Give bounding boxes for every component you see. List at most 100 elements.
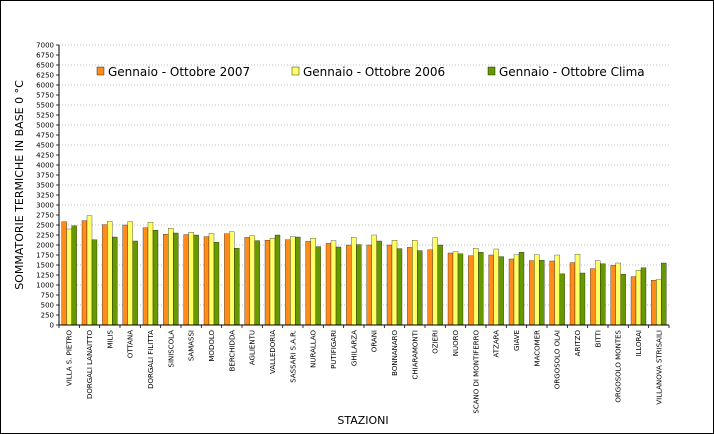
y-tick-label: 5250: [36, 112, 54, 120]
bar: [249, 235, 255, 326]
bar: [351, 237, 357, 326]
legend: Gennaio - Ottobre 2007 Gennaio - Ottobre …: [96, 65, 645, 79]
x-tick-label: PUTIFIGARI: [330, 330, 338, 369]
bar: [61, 221, 67, 326]
x-tick-label: VILLA S. PIETRO: [66, 330, 74, 387]
bar: [107, 221, 113, 326]
bar: [559, 273, 565, 326]
bar: [112, 236, 118, 326]
x-tick-label: ARITZO: [574, 330, 582, 357]
bar: [213, 242, 220, 326]
y-tick-label: 3750: [36, 172, 54, 180]
bar: [529, 260, 535, 326]
x-tick-label: VALLEDORIA: [269, 330, 277, 374]
x-tick-labels: VILLA S. PIETRO DORGALI LANAITTO MILIS OTTA…: [66, 329, 664, 413]
bar: [356, 244, 362, 326]
x-axis-title: STAZIONI: [337, 414, 388, 427]
x-tick-label: VILLANOVA STRISAILI: [655, 330, 663, 405]
y-tick-label: 6500: [36, 62, 54, 70]
bar: [264, 240, 271, 326]
bar: [457, 253, 464, 326]
legend-swatch: [96, 66, 105, 76]
bar: [396, 248, 403, 326]
bar: [188, 232, 194, 326]
legend-label: Gennaio - Ottobre Clima: [499, 65, 645, 79]
y-tick-label: 5750: [36, 92, 54, 100]
bar: [407, 247, 413, 326]
x-tick-label: ORGOSOLO MONTES: [615, 329, 623, 402]
y-tick-label: 3250: [36, 192, 54, 200]
bars: [61, 215, 667, 326]
x-tick-label: ILLORAI: [635, 330, 643, 357]
x-tick-label: SASSARI S.A.R.: [289, 330, 297, 383]
x-tick-label: NURALLAO: [310, 330, 318, 368]
bar: [620, 274, 626, 326]
bar: [193, 234, 199, 326]
y-tick-label: 0: [50, 322, 54, 330]
x-tick-label: MODOLO: [208, 330, 216, 362]
y-tick-label: 1000: [36, 282, 54, 290]
bar: [290, 236, 296, 326]
bar: [447, 252, 454, 326]
x-tick-label: NUORO: [452, 330, 460, 357]
x-tick-label: BITTI: [594, 330, 602, 347]
y-tick-labels: 0 250 500 750 1000 1250 1500 1750 2000 2250 2500 27…: [36, 42, 54, 330]
y-tick-label: 4000: [36, 162, 54, 170]
bar: [147, 222, 154, 326]
bar: [600, 263, 606, 326]
x-tick-label: GIAVE: [513, 330, 521, 351]
bar: [473, 248, 479, 326]
y-tick-label: 5500: [36, 102, 54, 110]
bar: [285, 239, 291, 326]
bar: [274, 234, 281, 326]
x-tick-label: SINISCOLA: [167, 330, 175, 368]
bar: [417, 250, 423, 326]
bar: [376, 240, 382, 326]
bar: [493, 248, 499, 326]
bar: [315, 246, 321, 326]
x-tick-label: BONNANARO: [391, 330, 399, 376]
bar: [468, 255, 474, 326]
y-tick-label: 250: [41, 312, 54, 320]
bar: [66, 228, 72, 326]
x-tick-label: OZIERI: [432, 330, 440, 354]
bar: [122, 224, 128, 326]
bar: [432, 237, 438, 326]
bar: [229, 231, 235, 326]
bar: [595, 260, 601, 326]
bar: [310, 238, 316, 326]
x-tick-label: SAMASSI: [188, 330, 196, 361]
bar: [412, 240, 418, 326]
y-tick-label: 3500: [36, 182, 54, 190]
bar: [102, 224, 108, 326]
bar: [427, 249, 433, 326]
y-tick-label: 6750: [36, 52, 54, 60]
x-tick-label: DORGALI LANAITTO: [86, 330, 94, 400]
bar: [508, 258, 515, 326]
y-tick-label: 4250: [36, 152, 54, 160]
y-tick-label: 750: [41, 292, 54, 300]
y-tick-label: 2250: [36, 232, 54, 240]
bar: [86, 215, 93, 326]
y-tick-label: 1500: [36, 262, 54, 270]
y-tick-label: 7000: [36, 42, 54, 50]
bar: [574, 254, 581, 326]
x-tick-label: MACOMER: [533, 330, 541, 367]
bar: [590, 268, 596, 326]
bar: [132, 240, 138, 326]
bar: [330, 240, 337, 326]
bar: [127, 221, 133, 326]
x-tick-label: BERCHIDDA: [228, 330, 236, 372]
y-axis-title: SOMMATORIE TERMICHE IN BASE 0 °C: [13, 80, 26, 290]
bar: [549, 260, 555, 326]
bar: [325, 243, 332, 326]
bar: [224, 233, 230, 326]
legend-swatch: [291, 66, 300, 76]
bar: [661, 262, 667, 326]
axes: [56, 44, 670, 328]
x-tick-label: MILIS: [106, 329, 114, 348]
x-tick-label: CHIARAMONTI: [411, 330, 419, 380]
x-tick-label: ATZARA: [493, 330, 501, 358]
bar: [498, 256, 504, 326]
